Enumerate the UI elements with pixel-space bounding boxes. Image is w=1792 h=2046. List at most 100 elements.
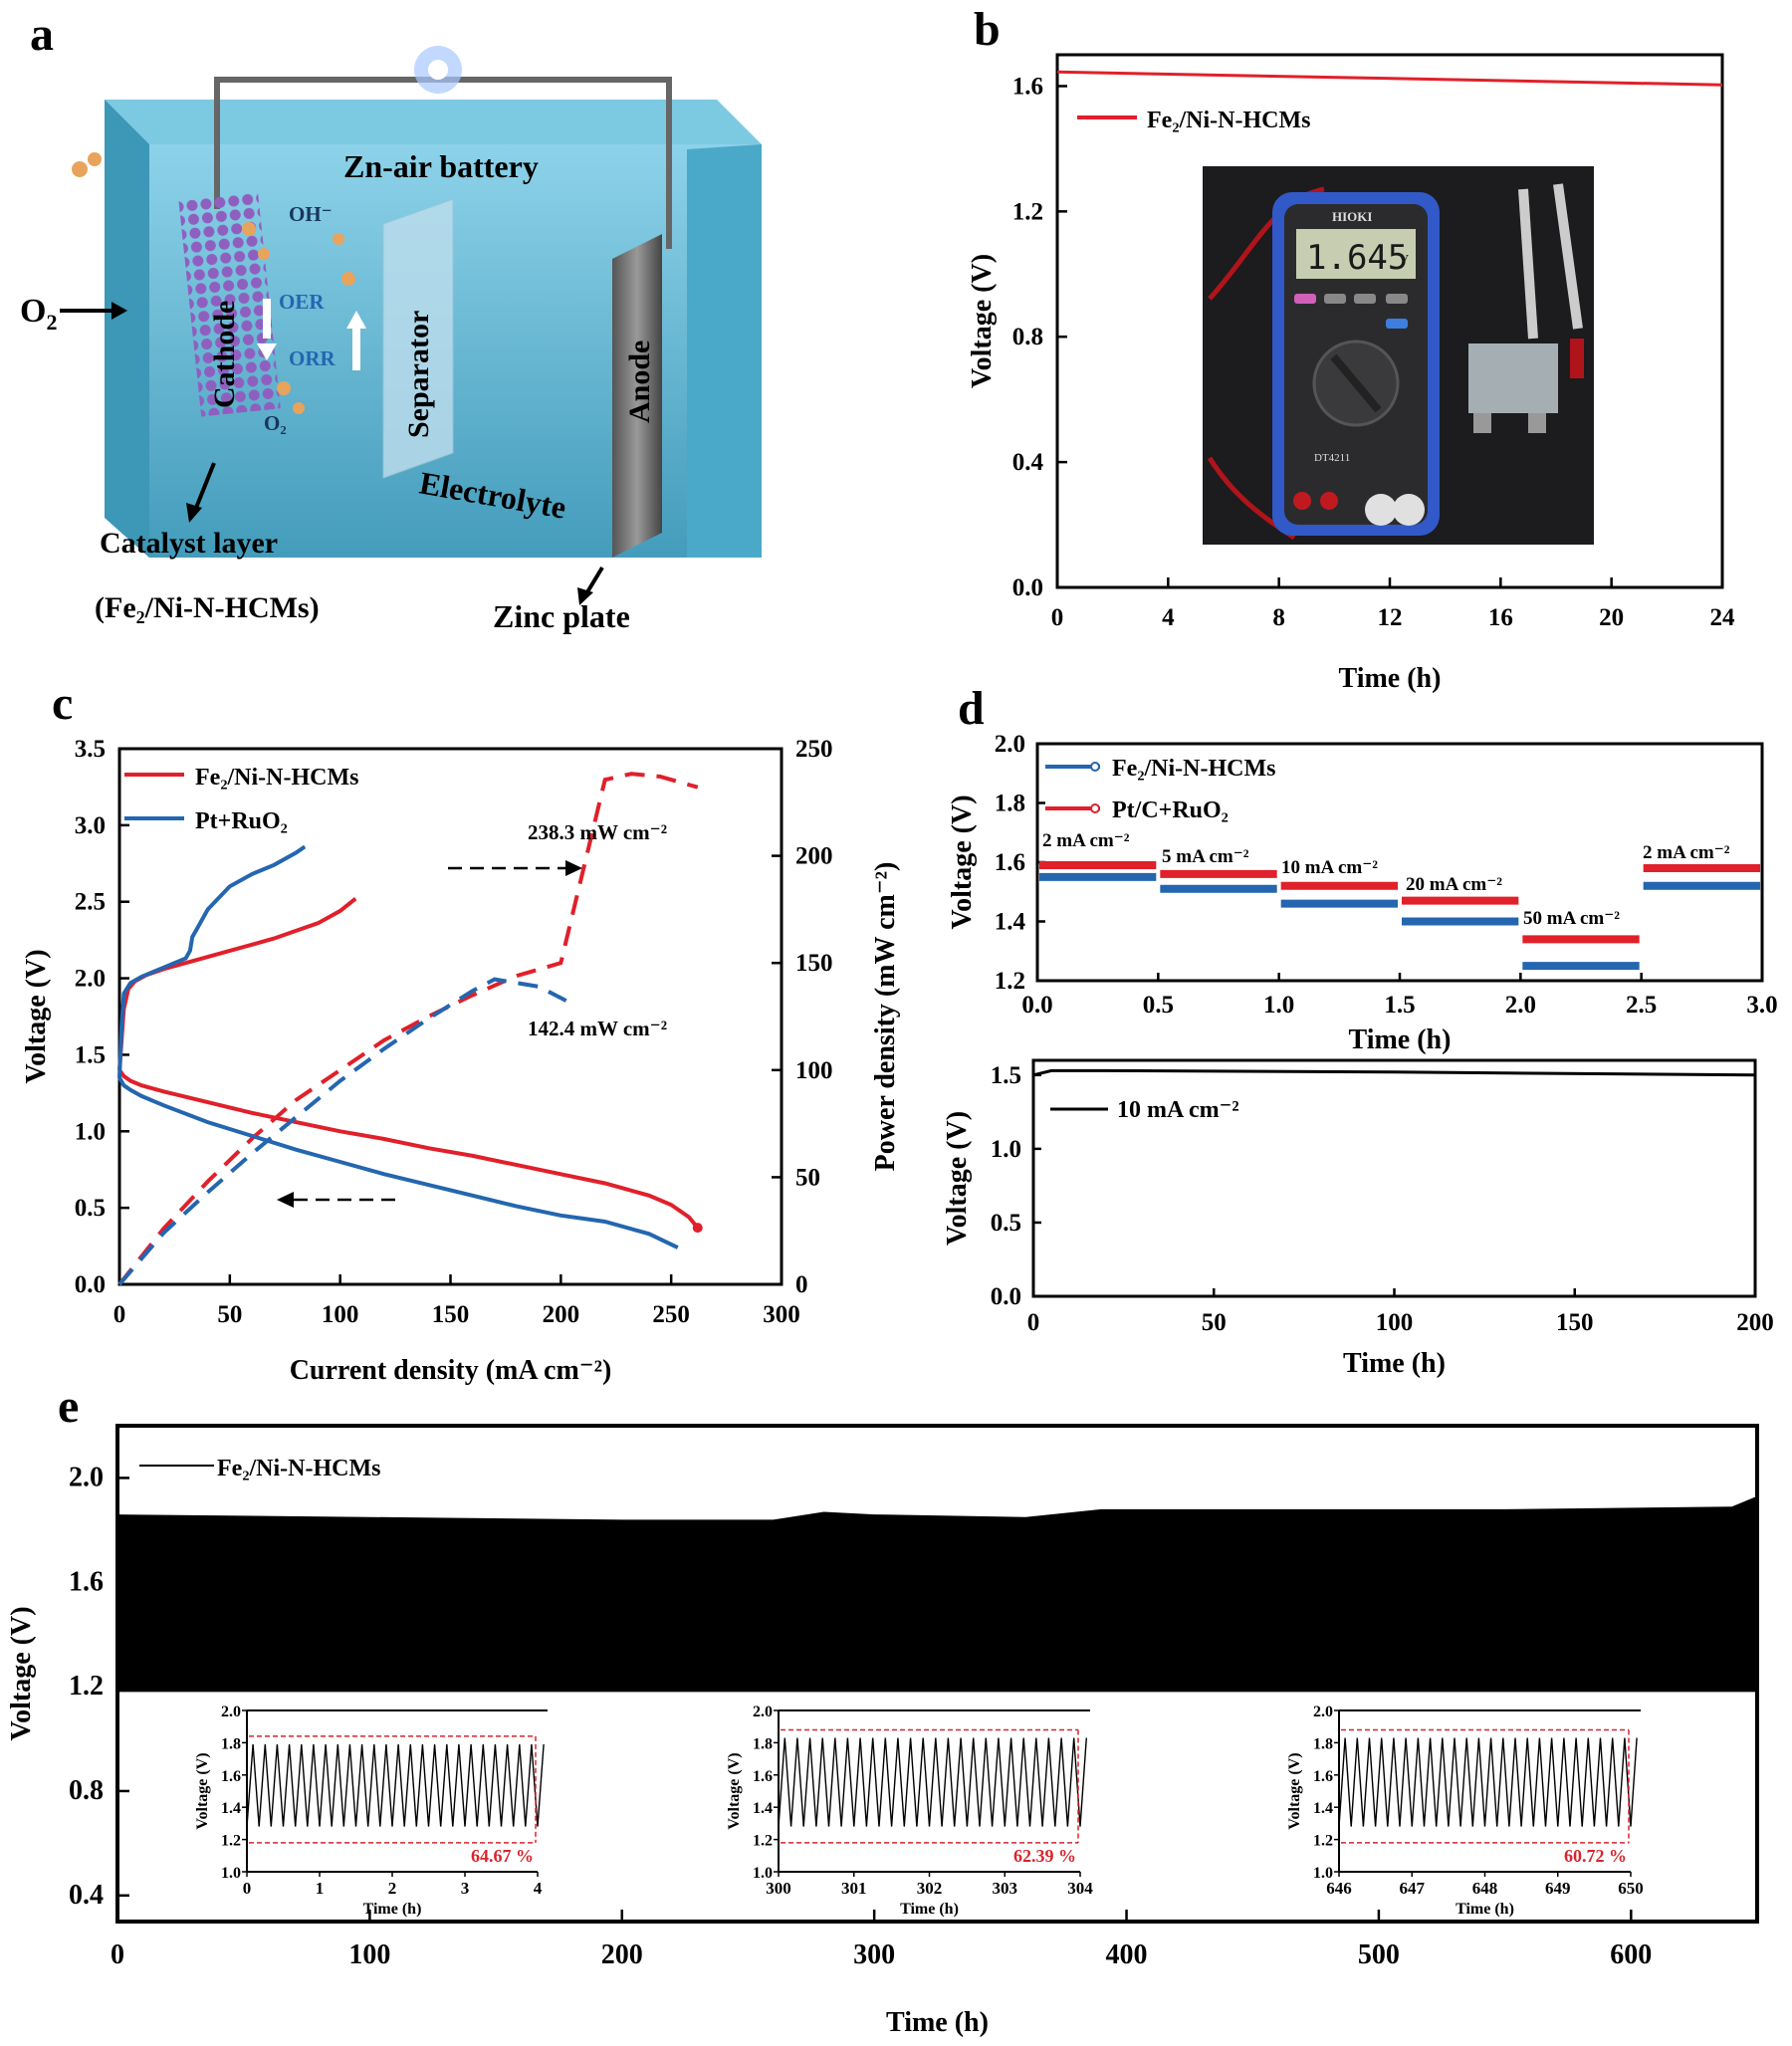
b-xtick-label: 4 — [1162, 604, 1175, 631]
d-top-xlabel: Time (h) — [1349, 1024, 1452, 1055]
b-ytick-label: 0.0 — [1012, 574, 1043, 601]
panel-a: a O2 Zn-air battery OH⁻ OER — [20, 8, 762, 634]
c-y2tick-label: 200 — [795, 843, 833, 870]
zinc-anode — [612, 234, 662, 558]
b-xlabel: Time (h) — [1339, 663, 1442, 694]
tank-right-wall — [687, 144, 762, 558]
e-inset-0-background — [245, 1703, 540, 1872]
catalyst-layer — [178, 190, 281, 417]
e-inset-0-cycle-trace — [246, 1743, 545, 1827]
e-inset-0-ytick-label: 1.8 — [221, 1735, 241, 1752]
c-xtick-label: 200 — [543, 1301, 580, 1328]
c-xtick-label: 50 — [217, 1301, 242, 1328]
meter-button-2 — [1324, 294, 1346, 304]
c-series-4-line — [117, 844, 307, 1078]
b-xtick-label: 12 — [1378, 604, 1403, 631]
e-inset-0-ytick-label: 1.0 — [221, 1865, 241, 1882]
panel-c: c 0 50 100 150 200 250 300 0.0 0.5 1.0 1.5 2.0 2.5 3.… — [21, 677, 901, 1386]
e-axes-frame — [115, 1424, 1759, 1924]
c-xtick-label: 0 — [113, 1301, 126, 1328]
b-legend-label: Fe₂/Ni-N-HCMs — [1147, 108, 1310, 133]
d-bottom-xtick-label: 200 — [1736, 1309, 1774, 1336]
e-inset-0-xlabel: Time (h) — [363, 1901, 422, 1918]
panel-d: d 0.0 0.5 1.0 1.5 2.0 2.5 3.0 1.2 1.4 1.6 1.8 2.0 2 … — [942, 682, 1778, 1379]
meter-button-4 — [1386, 294, 1408, 304]
d-top-ylabel: Voltage (V) — [947, 795, 978, 929]
d-top-step-label: 50 mA cm⁻² — [1523, 908, 1620, 929]
b-ytick-label: 0.8 — [1012, 324, 1043, 350]
c-y2label: Power density (mW cm⁻²) — [870, 862, 901, 1172]
d-top-step-label: 2 mA cm⁻² — [1643, 842, 1730, 863]
meter-probe-plug-2 — [1393, 494, 1425, 526]
zinc-arrow-head — [577, 587, 593, 605]
separator-label: Separator — [402, 311, 435, 438]
e-xlabel: Time (h) — [886, 2007, 989, 2038]
orr-arrow-head — [346, 311, 366, 329]
d-top-xtick-label: 1.5 — [1384, 992, 1415, 1019]
e-inset-0-ytick-label: 1.6 — [221, 1768, 241, 1785]
e-inset-1-xtick-label: 300 — [766, 1879, 791, 1898]
meter-reading: 1.645 — [1306, 238, 1408, 278]
c-ytick-label: 3.0 — [75, 812, 106, 839]
c-ytick-label: 0.0 — [75, 1271, 106, 1298]
e-inset-1-ytick-label: 1.2 — [753, 1833, 773, 1850]
c-legend-label-2: Pt+RuO₂ — [195, 808, 288, 834]
panel-c-label: c — [52, 677, 73, 730]
c-y2tick-label: 150 — [795, 950, 833, 977]
panel-b-label: b — [974, 3, 1001, 56]
d-top-step-label: 10 mA cm⁻² — [1281, 857, 1378, 878]
d-top-xtick-label: 0.0 — [1021, 992, 1052, 1019]
b-xtick-label: 8 — [1272, 604, 1285, 631]
meter-jack-ma — [1320, 492, 1338, 510]
e-inset-2-ytick-label: 1.6 — [1313, 1768, 1333, 1785]
c-legend-label-1: Fe₂/Ni-N-HCMs — [195, 765, 358, 791]
e-xtick-label: 300 — [853, 1939, 895, 1970]
d-top-step-label: 5 mA cm⁻² — [1162, 846, 1249, 867]
e-inset-0-ytick-label: 1.4 — [221, 1800, 241, 1817]
b-ytick-label: 0.4 — [1012, 449, 1044, 476]
c-ytick-label: 1.0 — [75, 1118, 106, 1145]
e-inset-0-xtick-label: 4 — [534, 1879, 543, 1898]
e-inset-2-background — [1337, 1703, 1633, 1872]
electrolyte-body — [149, 144, 762, 558]
multimeter-photo: HIOKI 1.645 V DT4211 — [1203, 166, 1594, 545]
b-ylabel: Voltage (V) — [967, 254, 998, 388]
c-ytick-label: 2.5 — [75, 889, 106, 916]
d-bottom-ytick-label: 1.5 — [991, 1062, 1021, 1089]
e-xtick-label: 500 — [1358, 1939, 1400, 1970]
battery-cell — [1468, 343, 1558, 413]
d-top-step-label: 2 mA cm⁻² — [1042, 830, 1130, 851]
d-bottom-xtick-label: 100 — [1376, 1309, 1414, 1336]
e-inset-2-xtick-label: 648 — [1472, 1879, 1498, 1898]
d-bottom-ylabel: Voltage (V) — [942, 1111, 973, 1246]
e-inset-0-ylabel: Voltage (V) — [194, 1752, 211, 1829]
e-inset-0-xtick-label: 3 — [461, 1879, 470, 1898]
e-ytick-label: 0.4 — [69, 1880, 104, 1911]
b-xtick-label: 16 — [1488, 604, 1513, 631]
e-inset-0-xtick-label: 0 — [243, 1879, 252, 1898]
c-xtick-label: 150 — [432, 1301, 470, 1328]
c-series-5-line — [117, 977, 573, 1286]
e-xtick-label: 400 — [1106, 1939, 1148, 1970]
meter-dial-knob — [1330, 353, 1382, 413]
zinc-plate-label: Zinc plate — [493, 598, 630, 634]
meter-button-3 — [1354, 294, 1376, 304]
meter-jack-a — [1293, 492, 1311, 510]
d-top-xtick-label: 1.0 — [1263, 992, 1294, 1019]
d-top-ytick-label: 1.8 — [995, 791, 1025, 817]
o2-small-label: O₂ — [264, 411, 287, 435]
e-inset-2-ytick-label: 2.0 — [1313, 1704, 1333, 1720]
meter-display — [1296, 229, 1416, 279]
d-top-legend-label-0: Fe₂/Ni-N-HCMs — [1112, 756, 1275, 782]
c-xtick-label: 300 — [763, 1301, 800, 1328]
e-inset-1-xtick-label: 303 — [993, 1879, 1018, 1898]
meter-unit: V — [1399, 253, 1409, 268]
d-bottom-ytick-label: 0.5 — [991, 1210, 1021, 1237]
c-annotation-peak-fe: 238.3 mW cm⁻² — [528, 820, 667, 844]
catalyst-label: Catalyst layer — [100, 527, 278, 560]
zinc-arrow — [583, 566, 604, 597]
oh-label: OH⁻ — [289, 202, 333, 226]
cell-screw — [1473, 413, 1491, 433]
catalyst-arrow — [192, 462, 216, 514]
c-arrow-left-head — [277, 1192, 294, 1208]
